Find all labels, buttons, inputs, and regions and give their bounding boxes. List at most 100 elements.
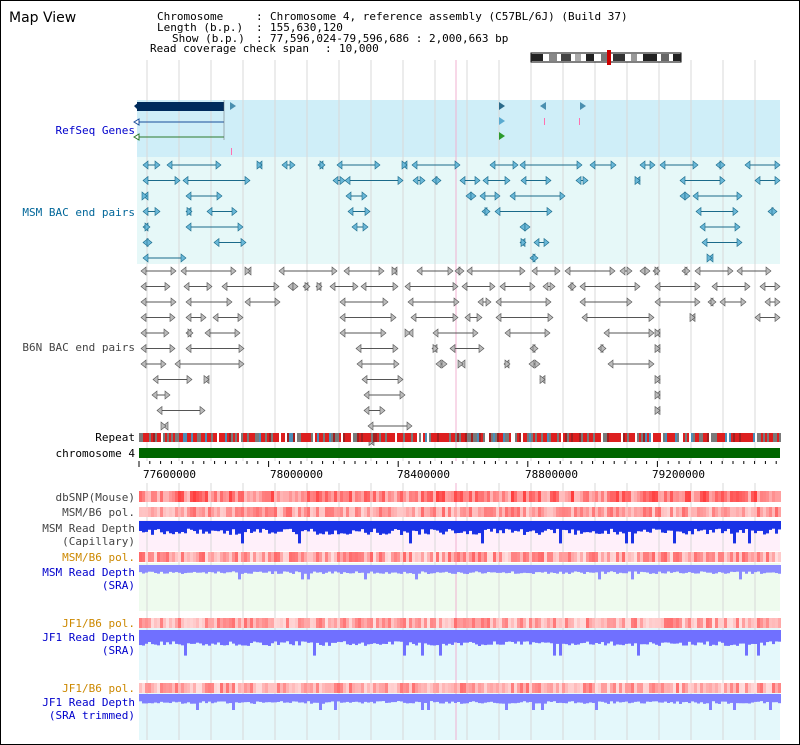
msm-pol-cell xyxy=(739,552,742,562)
dbsnp-cell xyxy=(538,491,541,502)
jf1-pol-cell xyxy=(214,618,217,628)
msm-pol-cell xyxy=(619,507,622,517)
repeat-segment xyxy=(145,433,147,442)
msm-pol-cell xyxy=(733,507,736,517)
dbsnp-cell xyxy=(142,491,145,502)
msm-pol-cell xyxy=(646,507,649,517)
msm-b6-pol-track-label[interactable]: MSM/B6 pol. xyxy=(62,506,135,519)
jf1-pol-cell xyxy=(667,618,670,628)
msm-b6-pol-track-label-2[interactable]: MSM/B6 pol. xyxy=(62,551,135,564)
msm-sra-depth-bar xyxy=(724,565,727,574)
msm-bac-track-label[interactable]: MSM BAC end pairs xyxy=(22,206,135,219)
jf1-trim-depth-bar xyxy=(697,694,700,704)
msm-depth-sra-label[interactable]: MSM Read Depth (SRA) xyxy=(42,566,135,592)
bac-end-arrow xyxy=(694,281,701,292)
msm-capillary-depth-bar xyxy=(688,521,691,532)
msm-sra-depth-bar xyxy=(367,565,370,574)
jf1-pol-cell xyxy=(379,683,382,693)
msm-capillary-depth-bar xyxy=(763,521,766,535)
bac-end-arrow xyxy=(654,297,661,307)
jf1-pol-cell xyxy=(523,618,526,628)
bac-end-arrow xyxy=(412,175,419,186)
jf1-sra-depth-bar xyxy=(145,630,148,644)
repeat-segment xyxy=(431,433,433,442)
jf1-sra-depth-bar xyxy=(475,630,478,645)
msm-pol-cell xyxy=(169,552,172,562)
msm-pol-cell xyxy=(559,507,562,517)
msm-pol-cell xyxy=(421,552,424,562)
jf1-sra-depth-bar xyxy=(742,630,745,644)
jf1-sra-depth-bar xyxy=(670,630,673,644)
dbsnp-cell xyxy=(766,491,769,502)
bac-end-arrow xyxy=(344,175,351,186)
msm-pol-cell xyxy=(220,507,223,517)
jf1-trim-depth-bar xyxy=(436,694,439,702)
jf1-sra-depth-bar xyxy=(751,630,754,644)
msm-sra-depth-bar xyxy=(496,565,499,573)
jf1-sra-depth-bar xyxy=(547,630,550,643)
jf1-trim-depth-bar xyxy=(589,694,592,703)
jf1-pol-cell xyxy=(604,618,607,628)
jf1-pol-cell xyxy=(691,683,694,693)
bac-end-arrow xyxy=(154,160,161,170)
jf1-sra-depth-bar xyxy=(679,630,682,643)
dbsnp-cell xyxy=(667,491,670,502)
msm-sra-depth-bar xyxy=(169,565,172,572)
jf1-trim-depth-bar xyxy=(295,694,298,702)
jf1-sra-depth-bar xyxy=(256,630,259,643)
jf1-trim-depth-bar xyxy=(508,694,511,704)
jf1-pol-cell xyxy=(508,683,511,693)
jf1-pol-cell xyxy=(340,683,343,693)
dbsnp-cell xyxy=(385,491,388,502)
msm-capillary-depth-bar xyxy=(703,521,706,530)
jf1-sra-depth-bar xyxy=(340,630,343,643)
msm-pol-cell xyxy=(493,552,496,562)
dbsnp-cell xyxy=(250,491,253,502)
b6n-bac-track-label[interactable]: B6N BAC end pairs xyxy=(22,341,135,354)
msm-capillary-depth-bar xyxy=(262,521,265,529)
bac-end-arrow xyxy=(547,312,554,323)
jf1-depth-sra-label[interactable]: JF1 Read Depth (SRA) xyxy=(42,631,135,657)
msm-sra-depth-bar xyxy=(256,565,259,572)
jf1-pol-cell xyxy=(343,683,346,693)
repeat-segment xyxy=(595,433,597,442)
jf1-depth-trimmed-label[interactable]: JF1 Read Depth (SRA trimmed) xyxy=(42,696,135,722)
refseq-track-label[interactable]: RefSeq Genes xyxy=(55,124,135,137)
msm-pol-cell xyxy=(613,507,616,517)
repeat-segment xyxy=(455,433,457,442)
jf1-pol-cell xyxy=(580,683,583,693)
dbsnp-cell xyxy=(367,491,370,502)
msm-pol-cell xyxy=(331,552,334,562)
jf1-pol-cell xyxy=(499,683,502,693)
msm-sra-depth-bar xyxy=(295,565,298,572)
dbsnp-cell xyxy=(148,491,151,502)
repeat-segment xyxy=(179,433,181,442)
jf1-sra-depth-bar xyxy=(733,630,736,645)
jf1-trim-depth-bar xyxy=(727,694,730,704)
jf1-pol-cell xyxy=(403,618,406,628)
jf1-trim-depth-bar xyxy=(691,694,694,702)
dbsnp-track-label[interactable]: dbSNP(Mouse) xyxy=(55,491,135,504)
show-value: 77,596,024-79,596,686 : 2,000,663 bp xyxy=(270,32,509,45)
dbsnp-cell xyxy=(232,491,235,502)
bac-end-arrow xyxy=(351,222,358,232)
jf1-pol-cell xyxy=(676,618,679,628)
jf1-sra-depth-bar xyxy=(421,630,424,656)
jf1-b6-pol-track-label-2[interactable]: JF1/B6 pol. xyxy=(62,682,135,695)
repeat-segment xyxy=(219,433,221,442)
msm-capillary-depth-bar xyxy=(430,521,433,530)
jf1-b6-pol-track-label[interactable]: JF1/B6 pol. xyxy=(62,617,135,630)
jf1-sra-depth-bar xyxy=(658,630,661,646)
jf1-pol-cell xyxy=(184,683,187,693)
msm-capillary-depth-bar xyxy=(334,521,337,531)
msm-pol-cell xyxy=(694,552,697,562)
jf1-sra-depth-bar xyxy=(274,630,277,642)
jf1-pol-cell xyxy=(334,683,337,693)
jf1-pol-cell xyxy=(238,618,241,628)
jf1-trim-depth-bar xyxy=(730,694,733,703)
msm-sra-depth-bar xyxy=(229,565,232,573)
jf1-trim-depth-bar xyxy=(613,694,616,704)
bac-end-arrow xyxy=(634,175,641,186)
msm-depth-capillary-label[interactable]: MSM Read Depth (Capillary) xyxy=(42,522,135,548)
